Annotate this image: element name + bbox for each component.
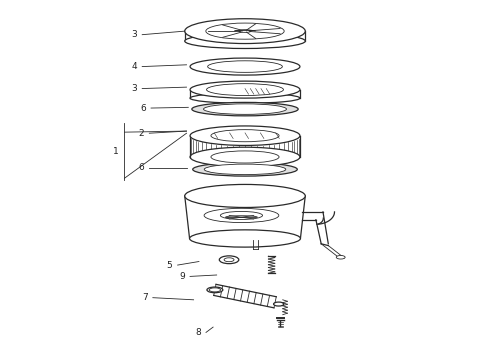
Ellipse shape: [190, 81, 300, 98]
Ellipse shape: [203, 104, 287, 114]
Ellipse shape: [273, 302, 284, 306]
Text: 7: 7: [142, 293, 147, 302]
Ellipse shape: [190, 126, 300, 145]
Text: 5: 5: [167, 261, 172, 270]
Text: 3: 3: [131, 84, 137, 93]
Text: 2: 2: [138, 129, 144, 138]
Text: 9: 9: [179, 272, 185, 281]
Ellipse shape: [204, 164, 286, 175]
Ellipse shape: [207, 287, 223, 293]
Ellipse shape: [336, 256, 345, 259]
Text: 4: 4: [131, 62, 137, 71]
Ellipse shape: [190, 93, 300, 103]
Ellipse shape: [185, 184, 305, 207]
Ellipse shape: [185, 33, 305, 49]
Ellipse shape: [220, 256, 239, 264]
Ellipse shape: [185, 19, 305, 44]
Text: 6: 6: [140, 104, 146, 113]
Ellipse shape: [190, 147, 300, 167]
Text: 1: 1: [113, 147, 119, 156]
Ellipse shape: [190, 58, 300, 75]
Text: 8: 8: [195, 328, 201, 337]
Ellipse shape: [192, 102, 298, 116]
Ellipse shape: [190, 230, 300, 247]
Text: 6: 6: [138, 163, 144, 172]
Text: 3: 3: [131, 30, 137, 39]
Ellipse shape: [193, 163, 297, 176]
